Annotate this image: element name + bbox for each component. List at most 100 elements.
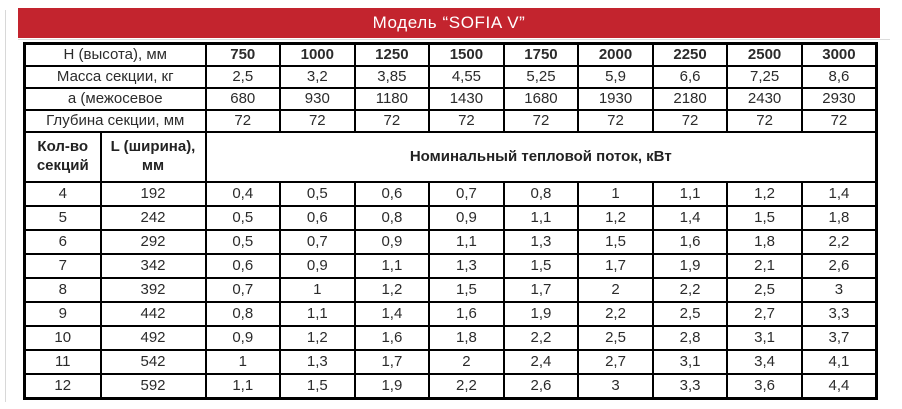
section-width: 292 — [99, 229, 207, 255]
spec-value: 2930 — [800, 87, 878, 111]
heat-flow-value: 0,7 — [204, 277, 282, 303]
spec-value: 72 — [428, 109, 505, 133]
spec-row: а (межосевое 680 930 1180 1430 1680 1930 2180 24… — [23, 87, 878, 111]
spec-row-label: а (межосевое — [23, 87, 207, 111]
heat-flow-value: 0,4 — [204, 181, 282, 207]
heat-flow-header: Номинальный тепловой поток, кВт — [204, 131, 878, 183]
heat-flow-value: 1,9 — [502, 301, 580, 327]
spec-value: 3,2 — [279, 65, 356, 89]
section-row: 12 592 1,1 1,5 1,9 2,2 2,6 3 3,3 3,6 4,4 — [23, 373, 878, 400]
heat-flow-value: 2,5 — [726, 277, 803, 303]
height-column-header: 2250 — [651, 42, 729, 67]
heat-flow-value: 1,1 — [651, 181, 729, 207]
heat-flow-value: 1,3 — [428, 253, 505, 279]
heat-flow-value: 0,9 — [279, 253, 356, 279]
section-count: 12 — [23, 373, 102, 400]
spec-table: Н (высота), мм 750 1000 1250 1500 1750 2000 225… — [23, 42, 878, 400]
heat-flow-value: 2,2 — [651, 277, 729, 303]
heat-flow-value: 0,8 — [204, 301, 282, 327]
spec-value: 930 — [279, 87, 356, 111]
spec-row: Глубина секции, мм 72 72 72 72 72 72 72 72 72 — [23, 109, 878, 133]
heat-flow-value: 1,1 — [502, 205, 580, 231]
heat-flow-value: 2,2 — [428, 373, 505, 400]
section-count: 10 — [23, 325, 102, 351]
page-edge-line — [5, 10, 6, 402]
section-row: 6 292 0,5 0,7 0,9 1,1 1,3 1,5 1,6 1,8 2,2 — [23, 229, 878, 255]
heat-flow-value: 2 — [428, 349, 505, 375]
spec-value: 1430 — [428, 87, 505, 111]
heat-flow-value: 1,2 — [726, 181, 803, 207]
spec-row-label: Глубина секции, мм — [23, 109, 207, 133]
heat-flow-value: 2,2 — [502, 325, 580, 351]
heat-flow-value: 3 — [577, 373, 654, 400]
spec-value: 1180 — [353, 87, 431, 111]
height-column-header: 1750 — [502, 42, 580, 67]
heat-flow-value: 1,5 — [428, 277, 505, 303]
spec-value: 72 — [651, 109, 729, 133]
heat-flow-value: 1,3 — [502, 229, 580, 255]
heat-flow-value: 2,1 — [726, 253, 803, 279]
heat-flow-value: 2,6 — [800, 253, 878, 279]
spec-row-label: Н (высота), мм — [23, 42, 207, 67]
section-width: 442 — [99, 301, 207, 327]
height-column-header: 2500 — [726, 42, 803, 67]
heat-flow-value: 1,6 — [651, 229, 729, 255]
section-width: 242 — [99, 205, 207, 231]
heat-flow-value: 1,5 — [577, 229, 654, 255]
heat-flow-value: 1,9 — [353, 373, 431, 400]
heat-flow-value: 0,7 — [279, 229, 356, 255]
heat-flow-value: 3,6 — [726, 373, 803, 400]
heat-flow-value: 3 — [800, 277, 878, 303]
heat-flow-value: 1,5 — [279, 373, 356, 400]
heat-flow-value: 0,9 — [204, 325, 282, 351]
heat-flow-value: 1 — [577, 181, 654, 207]
heat-flow-value: 0,6 — [279, 205, 356, 231]
height-column-header: 1250 — [353, 42, 431, 67]
heat-flow-value: 1,6 — [428, 301, 505, 327]
heat-flow-value: 2,4 — [502, 349, 580, 375]
banner-underline — [18, 39, 890, 40]
section-count: 7 — [23, 253, 102, 279]
spec-value: 4,55 — [428, 65, 505, 89]
section-width: 192 — [99, 181, 207, 207]
heat-flow-value: 1,2 — [577, 205, 654, 231]
heat-flow-value: 2,7 — [577, 349, 654, 375]
heat-flow-value: 1,2 — [353, 277, 431, 303]
heat-flow-value: 1,8 — [726, 229, 803, 255]
heat-flow-value: 3,3 — [800, 301, 878, 327]
heat-flow-value: 1,6 — [353, 325, 431, 351]
section-width-header: L (ширина), мм — [99, 131, 207, 183]
height-column-header: 3000 — [800, 42, 878, 67]
heat-flow-value: 1,1 — [353, 253, 431, 279]
section-row: 10 492 0,9 1,2 1,6 1,8 2,2 2,5 2,8 3,1 3,7 — [23, 325, 878, 351]
heat-flow-value: 2,5 — [651, 301, 729, 327]
heat-flow-value: 1,5 — [502, 253, 580, 279]
heat-flow-value: 3,3 — [651, 373, 729, 400]
spec-value: 72 — [577, 109, 654, 133]
section-width: 542 — [99, 349, 207, 375]
spec-value: 72 — [353, 109, 431, 133]
section-row: 11 542 1 1,3 1,7 2 2,4 2,7 3,1 3,4 4,1 — [23, 349, 878, 375]
section-row: 7 342 0,6 0,9 1,1 1,3 1,5 1,7 1,9 2,1 2,6 — [23, 253, 878, 279]
heat-flow-value: 1,1 — [279, 301, 356, 327]
heat-flow-value: 1,4 — [353, 301, 431, 327]
heat-flow-value: 1 — [204, 349, 282, 375]
heat-flow-value: 3,1 — [726, 325, 803, 351]
heat-flow-value: 2 — [577, 277, 654, 303]
heat-flow-value: 1,2 — [279, 325, 356, 351]
sections-count-header: Кол-во секций — [23, 131, 102, 183]
heat-flow-value: 1,4 — [800, 181, 878, 207]
spec-value: 72 — [279, 109, 356, 133]
heat-flow-value: 1,1 — [428, 229, 505, 255]
section-row: 8 392 0,7 1 1,2 1,5 1,7 2 2,2 2,5 3 — [23, 277, 878, 303]
spec-table-body: Н (высота), мм 750 1000 1250 1500 1750 2000 225… — [23, 42, 878, 400]
section-row: 4 192 0,4 0,5 0,6 0,7 0,8 1 1,1 1,2 1,4 — [23, 181, 878, 207]
section-count: 11 — [23, 349, 102, 375]
section-width: 342 — [99, 253, 207, 279]
heat-flow-value: 0,8 — [502, 181, 580, 207]
heat-flow-value: 1,4 — [651, 205, 729, 231]
height-column-header: 1500 — [428, 42, 505, 67]
spec-value: 7,25 — [726, 65, 803, 89]
heat-flow-value: 2,6 — [502, 373, 580, 400]
spec-value: 2,5 — [204, 65, 282, 89]
